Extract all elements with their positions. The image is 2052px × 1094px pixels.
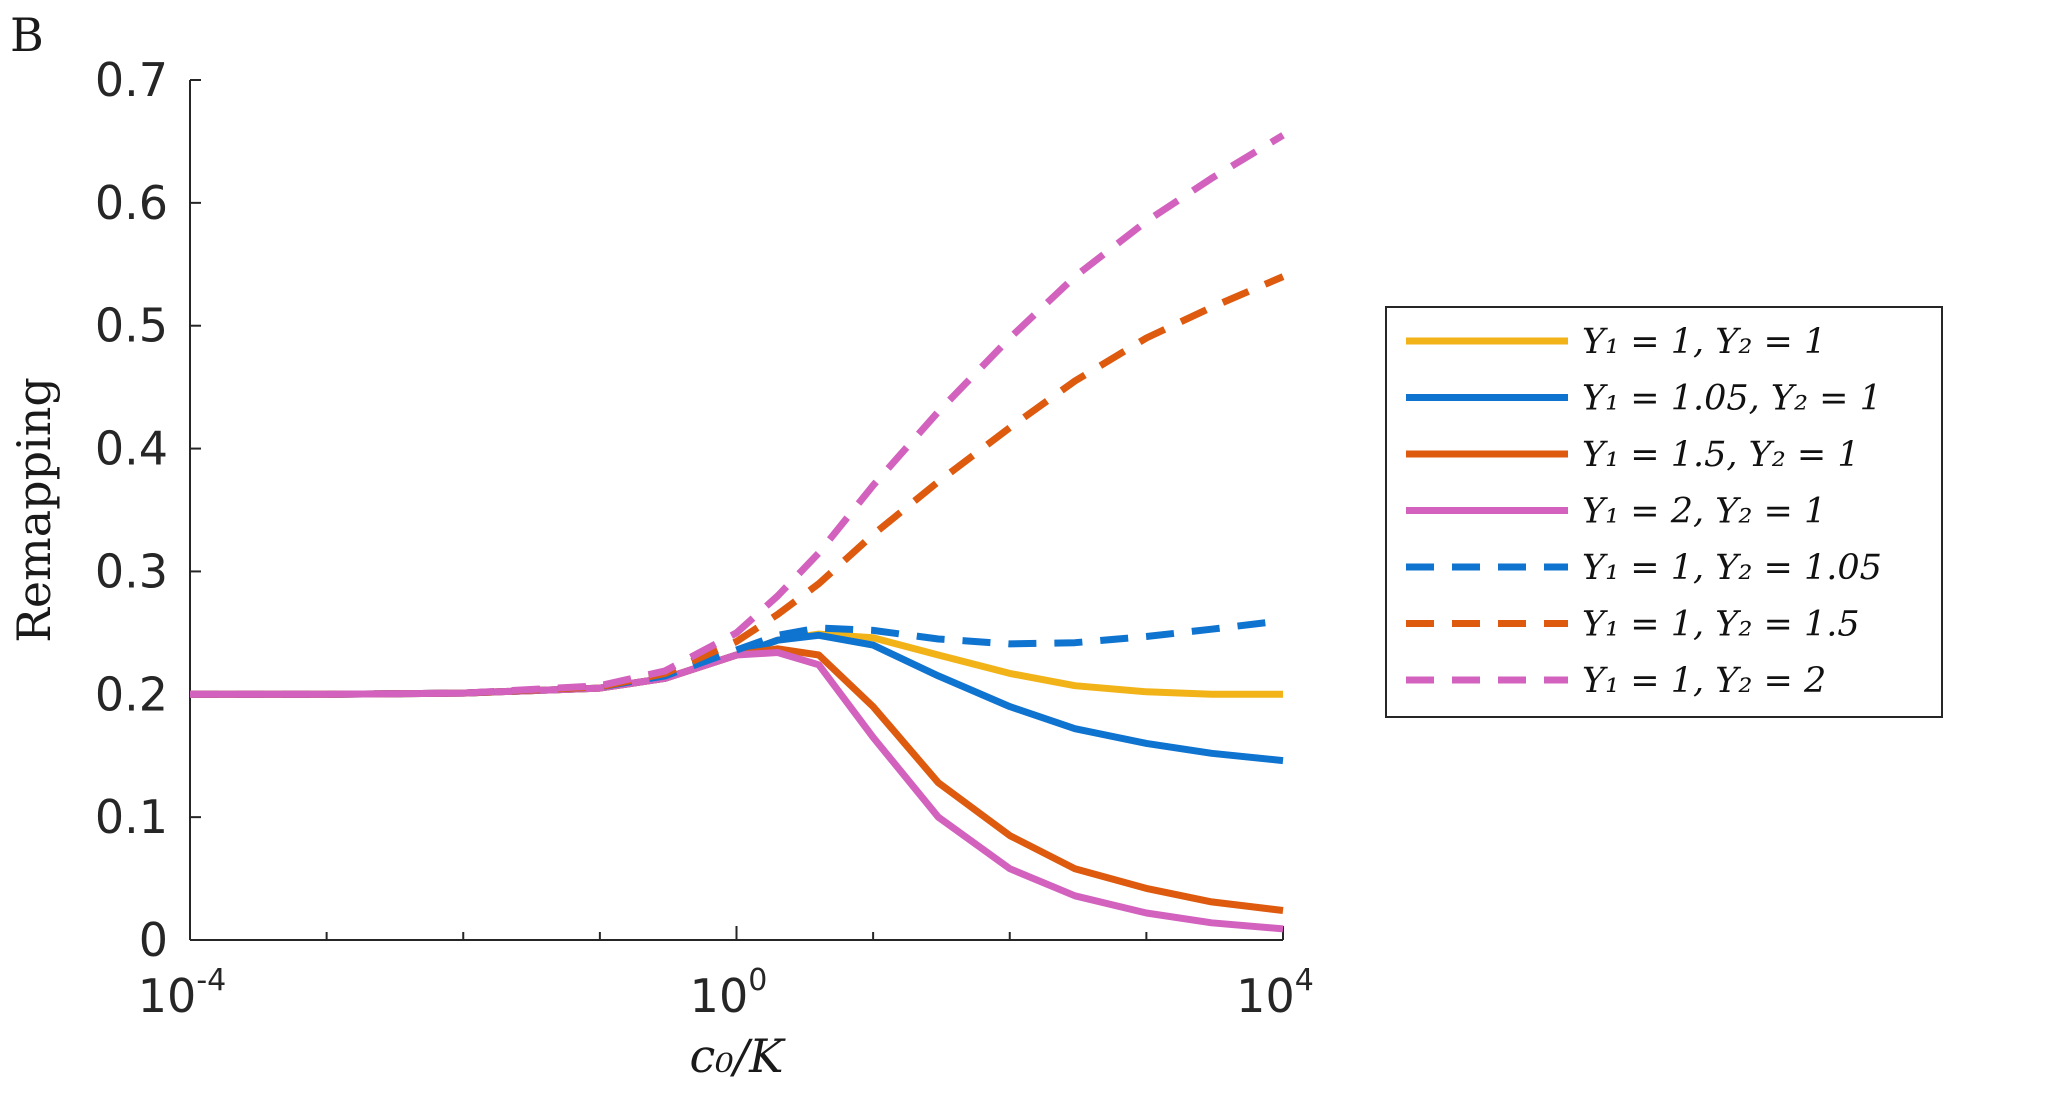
y-tick-label: 0.5 — [95, 299, 168, 353]
x-tick-label: 104 — [1236, 963, 1314, 1023]
y-tick-label: 0.1 — [95, 790, 168, 844]
y-tick-label: 0.2 — [95, 667, 168, 721]
y-tick-label: 0.3 — [95, 544, 168, 598]
legend-label-6: Y₁ = 1, Y₂ = 1.5 — [1582, 605, 1860, 645]
series-line-7 — [190, 132, 1285, 698]
series-line-4 — [190, 649, 1284, 933]
x-tick-label: 100 — [690, 963, 768, 1023]
x-tick-label: 10-4 — [138, 963, 226, 1023]
legend-label-3: Y₁ = 1.5, Y₂ = 1 — [1582, 435, 1860, 475]
y-tick-label: 0.7 — [95, 53, 168, 107]
legend-label-5: Y₁ = 1, Y₂ = 1.05 — [1582, 548, 1882, 588]
series-line-5 — [190, 617, 1284, 698]
legend-label-4: Y₁ = 2, Y₂ = 1 — [1582, 492, 1826, 532]
series-layer — [190, 132, 1285, 933]
legend-label-1: Y₁ = 1, Y₂ = 1 — [1582, 322, 1826, 362]
y-axis-label: Remapping — [7, 377, 61, 643]
axes: 0 0.1 0.2 0.3 0.4 0.5 0.6 0.7 10-4 100 104 c₀/K Rema… — [7, 53, 1314, 1083]
x-axis-label: c₀/K — [689, 1029, 786, 1083]
y-tick-label: 0.6 — [95, 176, 168, 230]
panel-label: B — [10, 8, 44, 62]
y-tick-label: 0 — [139, 913, 168, 967]
legend-label-2: Y₁ = 1.05, Y₂ = 1 — [1582, 379, 1882, 419]
y-tick-label: 0.4 — [95, 422, 168, 476]
legend-label-7: Y₁ = 1, Y₂ = 2 — [1582, 661, 1826, 701]
series-line-6 — [190, 273, 1285, 698]
legend: Y₁ = 1, Y₂ = 1 Y₁ = 1.05, Y₂ = 1 Y₁ = 1.5,… — [1385, 306, 1943, 718]
